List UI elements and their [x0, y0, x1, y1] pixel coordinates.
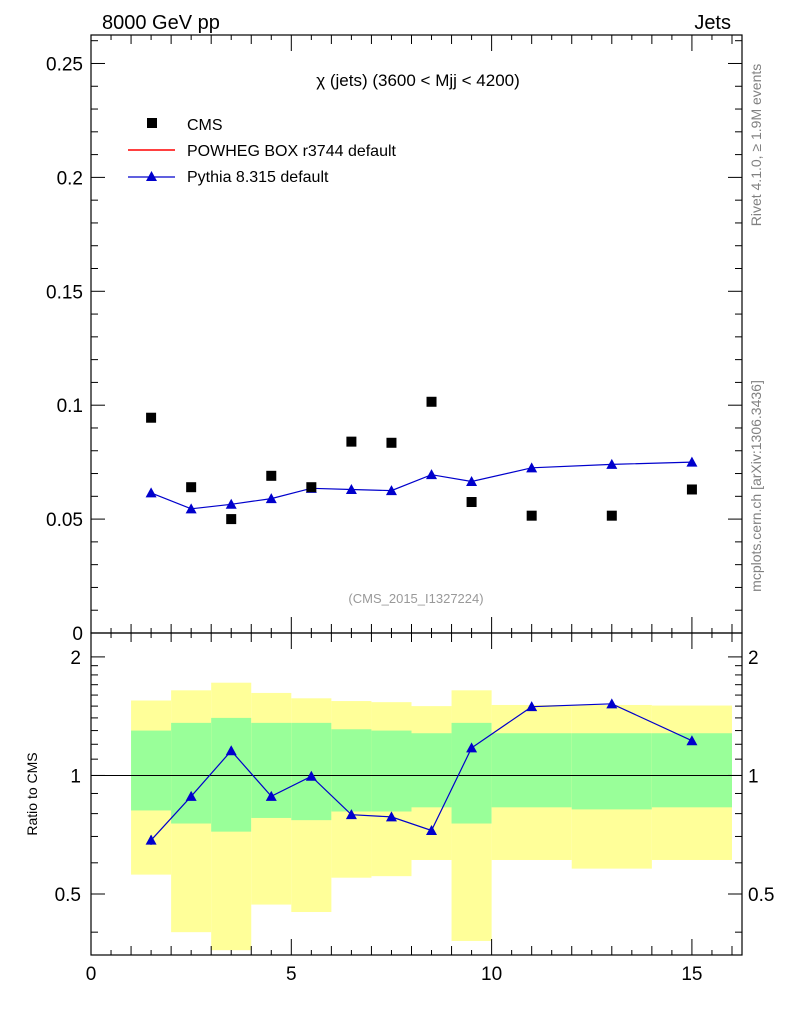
mcplots-label: mcplots.cern.ch [arXiv:1306.3436] [748, 380, 764, 592]
ratio-point [185, 790, 197, 801]
main-panel: 0 0.05 0.1 0.15 0.2 0.25 χ (jets) (3600 < Mjj… [46, 34, 743, 645]
ratio-bands [131, 682, 732, 951]
pythia-point [426, 469, 438, 480]
ratio-point [426, 824, 438, 835]
rivet-version-label: Rivet 4.1.0, ≥ 1.9M events [748, 64, 764, 227]
cms-point [346, 436, 357, 447]
cms-point [186, 482, 197, 493]
main-panel-title: χ (jets) (3600 < Mjj < 4200) [316, 71, 520, 90]
cms-point [146, 412, 157, 423]
legend-pythia-marker [146, 171, 157, 181]
ratio-point [265, 790, 277, 801]
legend: CMS POWHEG BOX r3744 default Pythia 8.31… [128, 117, 397, 186]
cms-point [686, 484, 697, 495]
x-tick-label: 10 [481, 964, 502, 985]
analysis-watermark: (CMS_2015_I1327224) [348, 591, 483, 606]
inner-uncertainty-band [331, 729, 372, 812]
cms-point [386, 437, 397, 448]
cms-point [606, 510, 617, 521]
ratio-point [686, 735, 698, 746]
pythia-point [345, 483, 357, 494]
inner-uncertainty-band [491, 733, 572, 808]
ratio-point [225, 745, 237, 756]
main-y-tick-label: 0.05 [46, 510, 83, 531]
ratio-y-tick-label: 2 [70, 648, 81, 669]
pythia-series-line [150, 461, 692, 510]
inner-uncertainty-band [411, 733, 452, 808]
legend-cms-label: CMS [187, 117, 223, 134]
ratio-y-axis-label: Ratio to CMS [24, 752, 40, 835]
pythia-point [185, 503, 197, 514]
header-right-label: Jets [694, 12, 731, 34]
ratio-y-tick-label-right: 2 [748, 648, 759, 669]
legend-powheg-label: POWHEG BOX r3744 default [187, 143, 397, 160]
legend-pythia-label: Pythia 8.315 default [187, 169, 329, 186]
ratio-y-tick-label: 0.5 [55, 885, 81, 906]
ratio-point [145, 834, 157, 845]
ratio-panel-data [145, 698, 698, 845]
pythia-point [145, 487, 157, 498]
main-y-tick-label: 0 [72, 624, 83, 645]
ratio-point [466, 742, 478, 753]
ratio-point [305, 770, 317, 781]
inner-uncertainty-band [251, 722, 292, 818]
pythia-point [466, 476, 478, 487]
main-y-tick-label: 0.15 [46, 282, 83, 303]
main-y-tick-label: 0.2 [57, 168, 83, 189]
header-left-label: 8000 GeV pp [102, 12, 220, 34]
main-y-tick-label: 0.1 [57, 396, 83, 417]
ratio-series-line [150, 703, 693, 841]
cms-point [226, 514, 237, 525]
inner-uncertainty-band [451, 722, 492, 824]
cms-point [306, 482, 317, 493]
ratio-point [606, 698, 618, 709]
cms-point [266, 470, 277, 481]
pythia-point [385, 485, 397, 496]
inner-uncertainty-band [371, 730, 412, 812]
ratio-point [526, 701, 538, 712]
main-panel-data [145, 396, 698, 525]
pythia-point [265, 493, 277, 504]
x-tick-label: 0 [86, 964, 97, 985]
pythia-point [526, 462, 538, 473]
inner-uncertainty-band [571, 733, 652, 810]
inner-uncertainty-band [131, 730, 172, 811]
inner-uncertainty-band [651, 733, 732, 808]
ratio-point [345, 809, 357, 820]
x-tick-label: 5 [286, 964, 297, 985]
ratio-y-tick-label-right: 1 [748, 766, 759, 787]
main-panel-ticks: 0 0.05 0.1 0.15 0.2 0.25 [46, 35, 742, 645]
ratio-panel-ticks: 0.5 0.5 1 1 2 2 0 5 10 15 [55, 633, 774, 985]
main-y-tick-label: 0.25 [46, 54, 83, 75]
ratio-y-tick-label: 1 [70, 766, 81, 787]
pythia-point [606, 458, 618, 469]
ratio-y-tick-label-right: 0.5 [748, 885, 774, 906]
ratio-point [385, 811, 397, 822]
ratio-panel-frame [90, 632, 743, 956]
inner-uncertainty-band [211, 717, 252, 832]
ratio-panel: 0.5 0.5 1 1 2 2 0 5 10 15 Ratio to CMS [24, 632, 774, 985]
cms-point [526, 510, 537, 521]
cms-point [426, 396, 437, 407]
legend-cms-marker [147, 118, 157, 128]
pythia-point [225, 498, 237, 509]
cms-point [466, 497, 477, 508]
pythia-point [686, 456, 698, 467]
inner-uncertainty-band [171, 722, 212, 824]
x-tick-label: 15 [681, 964, 702, 985]
